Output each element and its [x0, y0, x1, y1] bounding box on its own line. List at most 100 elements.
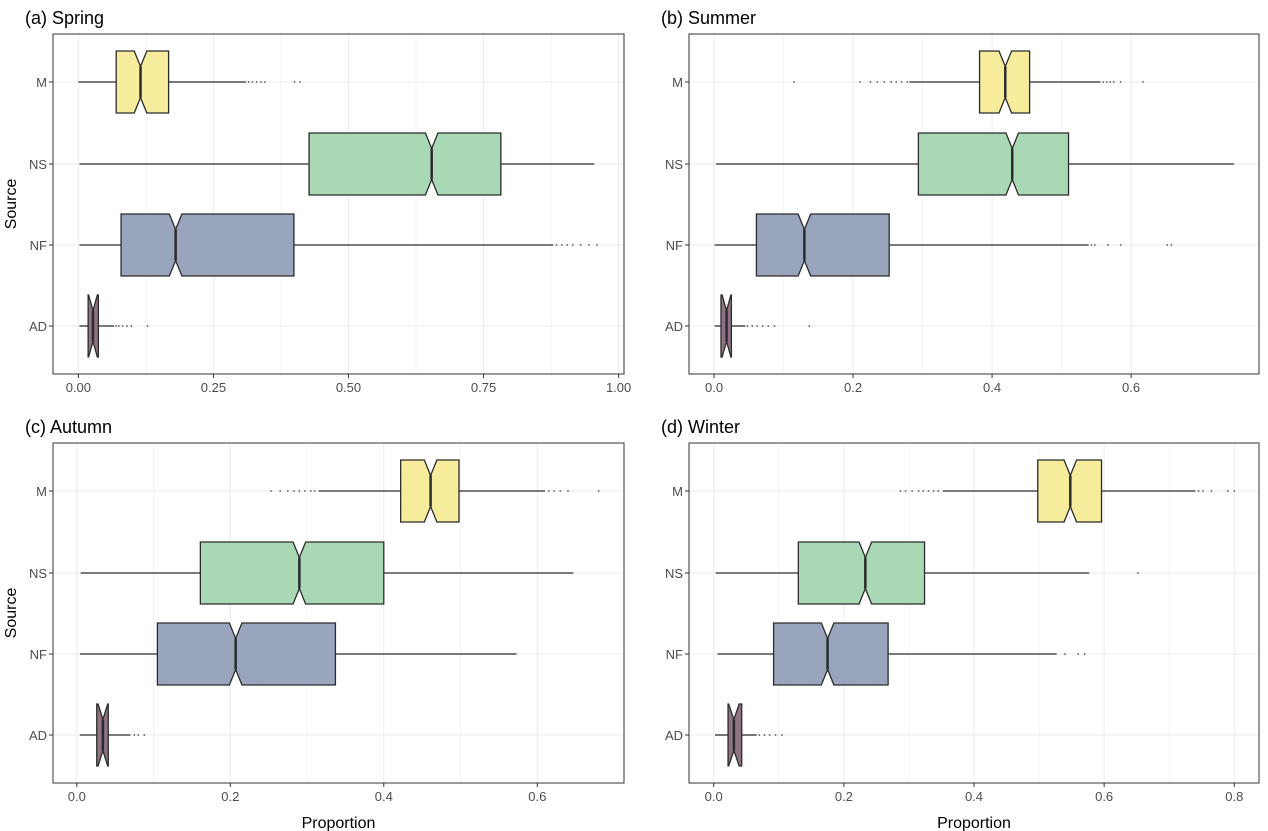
outlier-point — [137, 734, 140, 736]
outlier-point — [895, 81, 898, 83]
outlier-point — [303, 490, 306, 492]
y-tick-label: NS — [665, 566, 683, 581]
outlier-point — [758, 734, 761, 736]
notched-box — [115, 50, 170, 114]
x-tick-label: 0.8 — [1225, 789, 1243, 804]
outlier-point — [927, 490, 930, 492]
outlier-point — [1210, 490, 1213, 492]
outlier-point — [911, 490, 914, 492]
outlier-point — [547, 490, 550, 492]
outlier-point — [774, 734, 777, 736]
outlier-point — [899, 490, 902, 492]
outlier-point — [597, 490, 600, 492]
outlier-point — [917, 490, 920, 492]
box-NF — [717, 622, 1086, 686]
panel-title: (d) Winter — [661, 417, 740, 437]
notched-box — [917, 132, 1070, 196]
outlier-point — [1090, 244, 1093, 246]
y-tick-label: AD — [665, 728, 683, 743]
outlier-point — [1109, 81, 1112, 83]
outlier-point — [313, 490, 316, 492]
box-NS — [80, 541, 574, 605]
outlier-point — [579, 244, 582, 246]
outlier-point — [773, 325, 776, 327]
panel-border — [52, 33, 625, 375]
y-tick-label: AD — [29, 728, 47, 743]
x-tick-label: 1.00 — [606, 380, 631, 395]
y-tick-label: NF — [30, 238, 47, 253]
panel-title: (b) Summer — [661, 8, 756, 28]
notched-box — [755, 213, 890, 277]
outlier-point — [298, 81, 301, 83]
outlier-point — [1105, 81, 1108, 83]
outlier-point — [559, 490, 562, 492]
box-AD — [714, 294, 811, 358]
y-tick-label: NF — [30, 647, 47, 662]
outlier-point — [932, 490, 935, 492]
x-tick-label: 0.00 — [66, 380, 91, 395]
outlier-point — [900, 81, 903, 83]
x-tick-label: 0.4 — [983, 380, 1001, 395]
x-tick-label: 0.0 — [68, 789, 86, 804]
outlier-point — [883, 81, 886, 83]
y-tick-label: AD — [29, 319, 47, 334]
notched-box — [772, 622, 889, 686]
outlier-point — [247, 81, 250, 83]
outlier-point — [133, 734, 136, 736]
outlier-point — [876, 81, 879, 83]
outlier-point — [1119, 244, 1122, 246]
notched-box — [308, 132, 502, 196]
outlier-point — [255, 81, 258, 83]
x-tick-label: 0.50 — [336, 380, 361, 395]
y-tick-label: AD — [665, 319, 683, 334]
outlier-point — [286, 490, 289, 492]
outlier-point — [746, 325, 749, 327]
outlier-point — [279, 490, 282, 492]
y-tick-label: NS — [29, 566, 47, 581]
outlier-point — [761, 325, 764, 327]
box-NS — [715, 541, 1139, 605]
outlier-point — [146, 325, 149, 327]
outlier-point — [263, 81, 266, 83]
outlier-point — [1119, 81, 1122, 83]
outlier-point — [890, 81, 893, 83]
outlier-point — [293, 490, 295, 492]
outlier-point — [560, 244, 563, 246]
box-M — [793, 50, 1144, 114]
panel-title: (a) Spring — [25, 8, 104, 28]
x-tick-label: 0.6 — [528, 789, 546, 804]
x-tick-label: 0.4 — [375, 789, 393, 804]
outlier-point — [115, 325, 118, 327]
y-axis-title: Source — [3, 588, 20, 639]
outlier-point — [1064, 653, 1066, 655]
box-AD — [79, 294, 149, 358]
panel-1: 0.00 0.25 0.50 0.75 1.00 M NS NF AD (a) Spring Sou… — [3, 8, 631, 395]
outlier-point — [130, 325, 133, 327]
x-axis-title: Proportion — [302, 815, 376, 831]
notched-box — [156, 622, 337, 686]
outlier-point — [571, 244, 574, 246]
outlier-point — [298, 490, 301, 492]
outlier-point — [596, 244, 598, 246]
outlier-point — [1107, 244, 1110, 246]
notched-box — [199, 541, 385, 605]
panel-title: (c) Autumn — [25, 417, 112, 437]
outlier-point — [937, 490, 940, 492]
outlier-point — [567, 490, 569, 492]
box-M — [899, 459, 1236, 523]
outlier-point — [309, 490, 312, 492]
notched-box — [797, 541, 926, 605]
box-AD — [715, 703, 783, 767]
box-NF — [79, 622, 517, 686]
x-tick-label: 0.25 — [201, 380, 226, 395]
y-tick-label: M — [36, 75, 47, 90]
y-axis-title: Source — [3, 179, 20, 230]
y-tick-label: NF — [666, 647, 683, 662]
x-tick-label: 0.4 — [965, 789, 983, 804]
outlier-point — [904, 490, 907, 492]
outlier-point — [118, 325, 120, 327]
plot-background — [689, 34, 1259, 374]
outlier-point — [1166, 244, 1169, 246]
y-tick-label: M — [36, 484, 47, 499]
